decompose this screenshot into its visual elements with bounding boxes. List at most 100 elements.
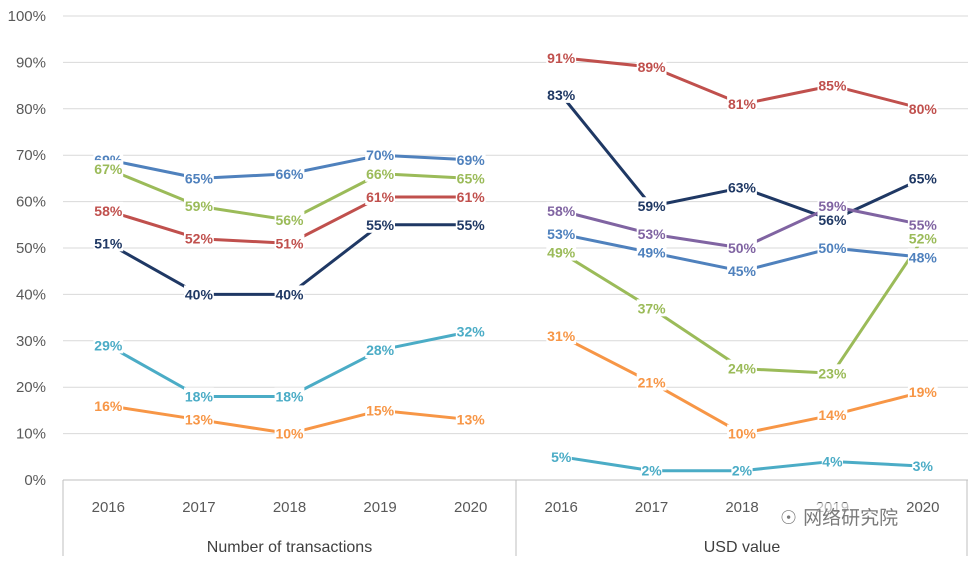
data-label: 65% xyxy=(185,170,214,186)
data-label: 45% xyxy=(728,263,757,279)
y-tick-label: 70% xyxy=(16,147,46,164)
data-label-bg xyxy=(546,85,577,103)
data-label: 5% xyxy=(551,449,572,465)
data-label: 28% xyxy=(366,342,395,358)
data-label: 66% xyxy=(366,166,395,182)
data-label: 19% xyxy=(909,384,938,400)
data-label: 2% xyxy=(732,463,753,479)
data-label: 80% xyxy=(909,101,938,117)
y-tick-label: 80% xyxy=(16,101,46,118)
data-label-bg xyxy=(93,336,124,354)
data-label-bg xyxy=(727,359,757,377)
data-label: 10% xyxy=(728,426,757,442)
data-label-bg xyxy=(817,76,848,94)
x-tick-label: 2020 xyxy=(454,499,487,516)
y-tick-label: 0% xyxy=(24,472,46,489)
data-label: 24% xyxy=(728,361,757,377)
y-tick-label: 60% xyxy=(16,194,46,211)
data-label: 13% xyxy=(457,412,486,428)
y-tick-label: 30% xyxy=(16,333,46,350)
data-label: 51% xyxy=(275,235,304,251)
y-tick-label: 20% xyxy=(16,379,46,396)
data-label: 49% xyxy=(638,245,667,261)
x-tick-label: 2020 xyxy=(906,499,939,516)
data-label-bg xyxy=(274,211,305,229)
data-label-bg xyxy=(274,234,305,252)
data-label-bg xyxy=(817,239,848,256)
data-label-bg xyxy=(907,382,938,400)
data-label: 50% xyxy=(728,240,757,256)
data-label-bg xyxy=(636,373,667,391)
y-tick-label: 40% xyxy=(16,286,46,303)
data-label-bg xyxy=(907,99,938,117)
data-label-bg xyxy=(727,178,757,196)
data-label: 40% xyxy=(185,286,214,302)
data-label: 16% xyxy=(94,398,123,414)
data-label: 52% xyxy=(185,231,214,247)
data-label-bg xyxy=(274,285,305,303)
data-label-bg xyxy=(365,187,395,205)
data-label-bg xyxy=(184,197,214,215)
data-label: 56% xyxy=(275,212,304,228)
data-label-bg xyxy=(184,229,214,247)
data-label-bg xyxy=(365,341,395,359)
data-label: 65% xyxy=(457,170,486,186)
data-label: 91% xyxy=(547,50,576,66)
data-label: 61% xyxy=(457,189,486,205)
data-label-bg xyxy=(907,169,938,187)
data-label-bg xyxy=(731,461,753,479)
data-label-bg xyxy=(455,410,486,428)
data-label-bg xyxy=(636,243,667,261)
data-label: 51% xyxy=(94,235,123,251)
group-label: USD value xyxy=(704,539,781,556)
data-labels: 69%65% 66%70% 69%67%59%56%66% 65%58%52% 51%6… xyxy=(93,48,938,479)
data-label-bg xyxy=(636,225,667,243)
data-label: 83% xyxy=(547,87,576,103)
data-label: 69% xyxy=(457,152,486,168)
data-label: 23% xyxy=(818,365,847,381)
data-label: 4% xyxy=(822,453,843,469)
y-tick-label: 90% xyxy=(16,54,46,71)
axes: 0% 10% 20% 30% 40% 50% 60% 70% 80% 90% 100% 2016 201… xyxy=(8,8,968,556)
data-label-bg xyxy=(93,201,124,219)
data-label: 70% xyxy=(366,147,395,163)
data-label-bg xyxy=(817,211,848,229)
data-label: 49% xyxy=(547,245,576,261)
data-label: 66% xyxy=(275,166,304,182)
data-label: 55% xyxy=(366,217,395,233)
data-label-bg xyxy=(184,410,214,428)
data-label-bg xyxy=(821,452,843,470)
watermark: ☉ 网络研究院 xyxy=(778,503,901,530)
data-label-bg xyxy=(93,396,124,414)
data-label-bg xyxy=(455,150,486,168)
data-label-bg xyxy=(274,424,305,442)
data-label-bg xyxy=(455,187,486,205)
data-label: 52% xyxy=(909,231,938,247)
series-line xyxy=(560,237,925,375)
data-label: 29% xyxy=(94,337,123,353)
data-label-bg xyxy=(365,146,395,164)
data-label-bg xyxy=(907,248,938,266)
data-label-bg xyxy=(817,364,848,382)
data-label-bg xyxy=(912,457,934,475)
data-label-bg xyxy=(455,215,486,233)
data-label: 18% xyxy=(275,388,304,404)
data-label-bg xyxy=(636,197,667,215)
data-label: 37% xyxy=(638,300,667,316)
data-label-bg xyxy=(550,447,572,465)
data-label: 48% xyxy=(909,249,938,265)
x-tick-label: 2016 xyxy=(92,499,125,516)
data-label-bg xyxy=(817,197,848,215)
data-label: 55% xyxy=(457,217,486,233)
data-label: 14% xyxy=(818,407,847,423)
data-label: 59% xyxy=(818,198,847,214)
data-label: 81% xyxy=(728,96,757,112)
data-label-bg xyxy=(274,164,305,182)
data-label: 59% xyxy=(185,198,214,214)
group-label: Number of transactions xyxy=(207,539,372,556)
data-label: 15% xyxy=(366,402,395,418)
data-label-bg xyxy=(93,160,124,178)
data-label-bg xyxy=(636,58,667,76)
y-tick-label: 10% xyxy=(16,426,46,443)
data-label-bg xyxy=(546,327,577,345)
